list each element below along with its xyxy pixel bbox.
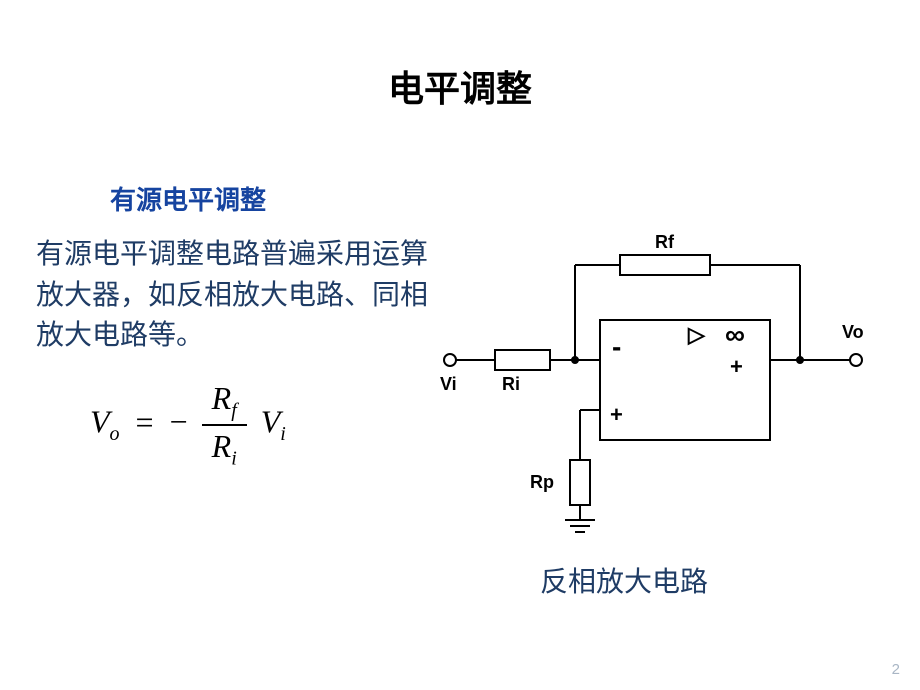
formula-ri-sub: i <box>231 448 237 470</box>
formula-ri: R <box>212 428 232 464</box>
formula-rf: R <box>212 380 232 416</box>
page-number: 2 <box>892 661 900 678</box>
circuit-diagram: Rf Ri Rp Vi Vo - + ▷ ∞ + <box>430 230 900 540</box>
svg-text:+: + <box>730 354 743 379</box>
page-title: 电平调整 <box>0 60 920 112</box>
svg-text:Vi: Vi <box>440 374 457 394</box>
svg-text:+: + <box>610 402 623 427</box>
formula-vi: V <box>261 404 281 440</box>
formula-vo-sub: o <box>110 423 120 445</box>
svg-text:∞: ∞ <box>725 319 745 350</box>
formula-vi-sub: i <box>280 423 286 445</box>
svg-text:Rp: Rp <box>530 472 554 492</box>
body-paragraph: 有源电平调整电路普遍采用运算放大器，如反相放大电路、同相放大电路等。 <box>36 235 436 357</box>
svg-text:-: - <box>612 331 621 362</box>
circuit-caption: 反相放大电路 <box>540 560 708 600</box>
formula-rf-sub: f <box>231 399 237 421</box>
svg-text:Ri: Ri <box>502 374 520 394</box>
formula-eq: = <box>136 404 154 440</box>
svg-text:Rf: Rf <box>655 232 675 252</box>
svg-text:▷: ▷ <box>687 322 706 347</box>
section-subtitle: 有源电平调整 <box>110 180 266 217</box>
svg-text:Vo: Vo <box>842 322 864 342</box>
formula: Vo = − Rf Ri Vi <box>90 380 286 471</box>
formula-vo: V <box>90 404 110 440</box>
formula-minus: − <box>170 404 188 440</box>
